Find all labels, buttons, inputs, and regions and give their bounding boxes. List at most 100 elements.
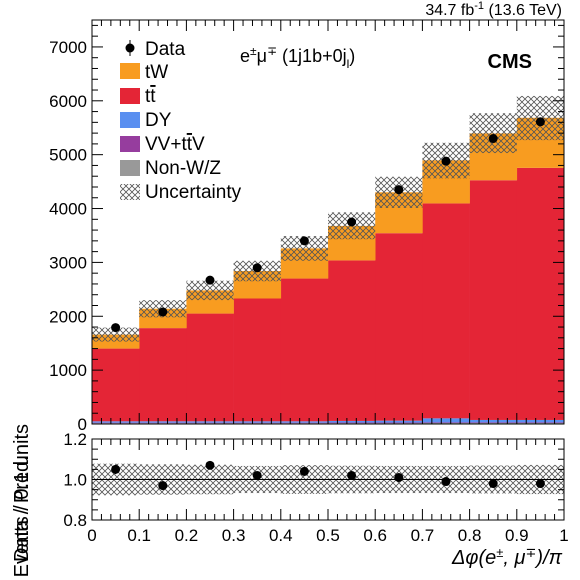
data-point-7 [441, 156, 451, 166]
ratio-y-tick-label: 1.2 [63, 430, 87, 449]
ratio-point-0 [111, 464, 121, 474]
main-x-ticks [91, 20, 565, 424]
main-y-tick-label: 0 [78, 415, 87, 434]
ratio-point-1 [158, 481, 168, 491]
uncertainty-band [92, 95, 564, 342]
x-tick-label: 0.7 [411, 526, 435, 545]
bar-tt--bin-7 [422, 203, 470, 419]
data-point-3 [252, 263, 262, 273]
legend-label-tw: tW [145, 62, 168, 83]
x-tick-label: 0.9 [505, 526, 529, 545]
ratio-point-7 [441, 477, 451, 487]
legend-label-uncertainty: Uncertainty [145, 182, 242, 203]
legend-entry-ttbar: tt [120, 86, 156, 107]
bar-vv-tt-v-bin-2 [186, 422, 234, 424]
bar-dy-bin-6 [375, 420, 423, 423]
bar-tt--bin-9 [516, 167, 564, 420]
x-tick-label: 0.5 [316, 526, 340, 545]
legend-entry-vv: VV+ttV [120, 134, 205, 155]
bar-vv-tt-v-bin-0 [92, 422, 140, 424]
ratio-y-axis: 0.8 1.0 1.2 [63, 430, 564, 530]
ratio-plot-panel: 0.8 1.0 1.2 0 0.1 0.2 0.3 0.4 0.5 0.6 0.7 0.8 0.9 1 [63, 430, 568, 545]
main-y-tick-label: 6000 [49, 92, 87, 111]
ratio-point-8 [488, 479, 498, 489]
x-tick-label: 0.4 [269, 526, 293, 545]
x-tick-label: 0.6 [363, 526, 387, 545]
bar-dy-bin-2 [186, 421, 234, 423]
data-point-1 [158, 307, 168, 317]
bar-vv-tt-v-bin-4 [280, 422, 329, 424]
main-y-axis: 0 1000 2000 3000 4000 5000 6000 7000 [49, 24, 564, 434]
data-point-0 [111, 323, 121, 333]
bar-tt--bin-2 [186, 313, 234, 422]
main-y-tick-label: 5000 [49, 146, 87, 165]
legend-entry-tw: tW [120, 62, 168, 83]
cms-label: CMS [488, 51, 532, 73]
bar-vv-tt-v-bin-3 [233, 422, 282, 424]
bar-vv-tt-v-bin-6 [375, 422, 423, 424]
bar-vv-tt-v-bin-5 [328, 422, 376, 424]
x-tick-label: 0.3 [222, 526, 246, 545]
x-axis-title: Δφ(e±, μ∓)/π [451, 545, 563, 569]
bar-tt--bin-3 [233, 298, 282, 422]
bar-vv-tt-v-bin-7 [422, 422, 470, 424]
legend-swatch-tw [120, 63, 140, 79]
data-point-4 [299, 236, 309, 246]
legend-data-marker [125, 43, 135, 53]
x-tick-label: 0.8 [458, 526, 482, 545]
ratio-y-axis-title: Data / Pred. [11, 455, 33, 562]
bar-tt--bin-6 [375, 233, 423, 421]
main-y-tick-label: 7000 [49, 38, 87, 57]
bar-dy-bin-9 [516, 419, 564, 423]
legend-entry-dy: DY [120, 110, 172, 131]
stacked-histogram [92, 117, 564, 424]
legend-swatch-dy [120, 112, 140, 128]
bar-tt--bin-4 [280, 278, 329, 422]
x-tick-label: 0 [87, 526, 96, 545]
ratio-point-9 [535, 479, 545, 489]
x-tick-label: 0.2 [175, 526, 199, 545]
uncertainty-band-bin-2 [186, 280, 234, 301]
legend-entry-uncertainty: Uncertainty [120, 182, 242, 203]
ratio-point-3 [252, 470, 262, 480]
bar-dy-bin-1 [139, 421, 187, 423]
ratio-point-5 [347, 470, 357, 480]
legend-swatch-uncertainty [120, 184, 140, 200]
legend-label-vv: VV+ttV [145, 134, 205, 155]
bar-tt--bin-8 [469, 180, 518, 420]
data-point-2 [205, 275, 215, 285]
legend-entry-data: Data [125, 39, 186, 60]
ratio-point-6 [394, 472, 404, 482]
bar-dy-bin-0 [92, 421, 140, 423]
data-point-8 [488, 134, 498, 144]
channel-label: e±μ∓ (1j1b+0jl) [240, 44, 355, 71]
main-y-tick-label: 4000 [49, 200, 87, 219]
bar-vv-tt-v-bin-8 [469, 422, 518, 424]
bar-vv-tt-v-bin-9 [516, 422, 564, 424]
ratio-y-tick-label: 0.8 [63, 511, 87, 530]
data-points [111, 117, 545, 333]
legend-label-data: Data [145, 39, 186, 60]
data-point-9 [535, 117, 545, 127]
main-y-tick-label: 2000 [49, 307, 87, 326]
uncertainty-band-bin-0 [92, 327, 140, 342]
main-plot-panel: 0 1000 2000 3000 4000 5000 6000 7000 [49, 19, 565, 434]
data-point-6 [394, 185, 404, 195]
bar-tt--bin-1 [139, 328, 187, 422]
legend-label-nonwz: Non-W/Z [145, 158, 221, 179]
bar-dy-bin-5 [328, 420, 376, 423]
bar-tt--bin-5 [328, 260, 376, 421]
legend-label-ttbar: tt [145, 86, 156, 107]
bar-dy-bin-8 [469, 419, 518, 423]
uncertainty-band-bin-8 [469, 113, 517, 154]
main-y-axis-title: Events / 0.1 units [11, 424, 33, 577]
legend-swatch-ttbar [120, 88, 140, 104]
legend-swatch-vv [120, 136, 140, 152]
ratio-data-points [111, 460, 545, 491]
legend-swatch-nonwz [120, 160, 140, 176]
legend: Data tW tt DY VV+ttV Non-W/Z Uncertainty [120, 39, 242, 203]
bar-vv-tt-v-bin-1 [139, 422, 187, 424]
luminosity-label: 34.7 fb-1 (13.6 TeV) [425, 0, 562, 19]
ratio-point-4 [299, 466, 309, 476]
